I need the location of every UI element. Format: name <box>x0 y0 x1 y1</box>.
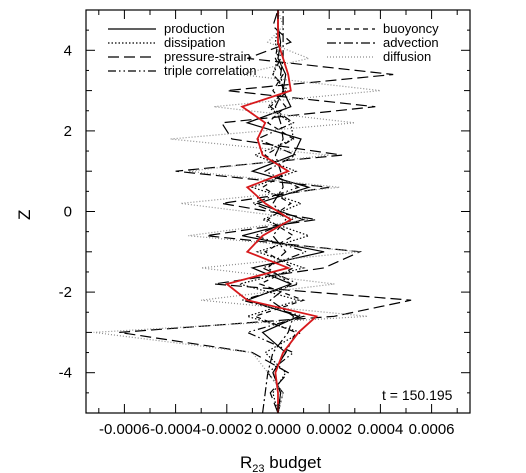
x-axis-label-main: R <box>240 453 252 472</box>
legend-label: pressure-strain <box>164 49 251 64</box>
x-axis-label: R23 budget <box>240 453 322 473</box>
x-tick-label: -0.0002 <box>201 421 252 438</box>
x-tick-label: -0.0004 <box>150 421 201 438</box>
x-tick-label: 0.0000 <box>255 421 301 438</box>
legend-label: diffusion <box>383 49 431 64</box>
legend-label: triple correlation <box>164 63 257 78</box>
y-tick-label: 0 <box>64 204 72 221</box>
x-tick-label: 0.0006 <box>409 421 455 438</box>
y-axis-label: Z <box>15 210 34 220</box>
x-axis-label-rest: budget <box>265 453 322 472</box>
legend-label: buoyoncy <box>383 21 439 36</box>
series-line-red-curve <box>224 10 319 413</box>
legend-label: dissipation <box>164 35 225 50</box>
legend-label: production <box>164 21 225 36</box>
x-tick-label: 0.0002 <box>306 421 352 438</box>
y-tick-label: 4 <box>64 42 72 59</box>
series-line-advection <box>262 10 295 414</box>
y-tick-label: -4 <box>59 365 72 382</box>
y-tick-label: -2 <box>59 284 72 301</box>
time-annotation: t = 150.195 <box>382 387 453 403</box>
series-line-diffusion <box>93 9 381 414</box>
series-line-production <box>242 10 325 414</box>
y-tick-label: 2 <box>64 123 72 140</box>
series-line-buoyoncy <box>253 10 306 414</box>
x-tick-label: 0.0004 <box>357 421 403 438</box>
x-axis-label-sub: 23 <box>252 463 264 473</box>
series-layer <box>93 9 412 414</box>
legend: productiondissipationpressure-straintrip… <box>108 21 439 78</box>
axes-layer: -0.0006 -0.0004 -0.0002 0.0000 0.0002 0.0004 0… <box>59 9 471 438</box>
series-line-pressure-strain <box>119 9 412 414</box>
legend-label: advection <box>383 35 439 50</box>
x-tick-label: -0.0006 <box>99 421 150 438</box>
series-line-dissipation <box>237 10 311 414</box>
